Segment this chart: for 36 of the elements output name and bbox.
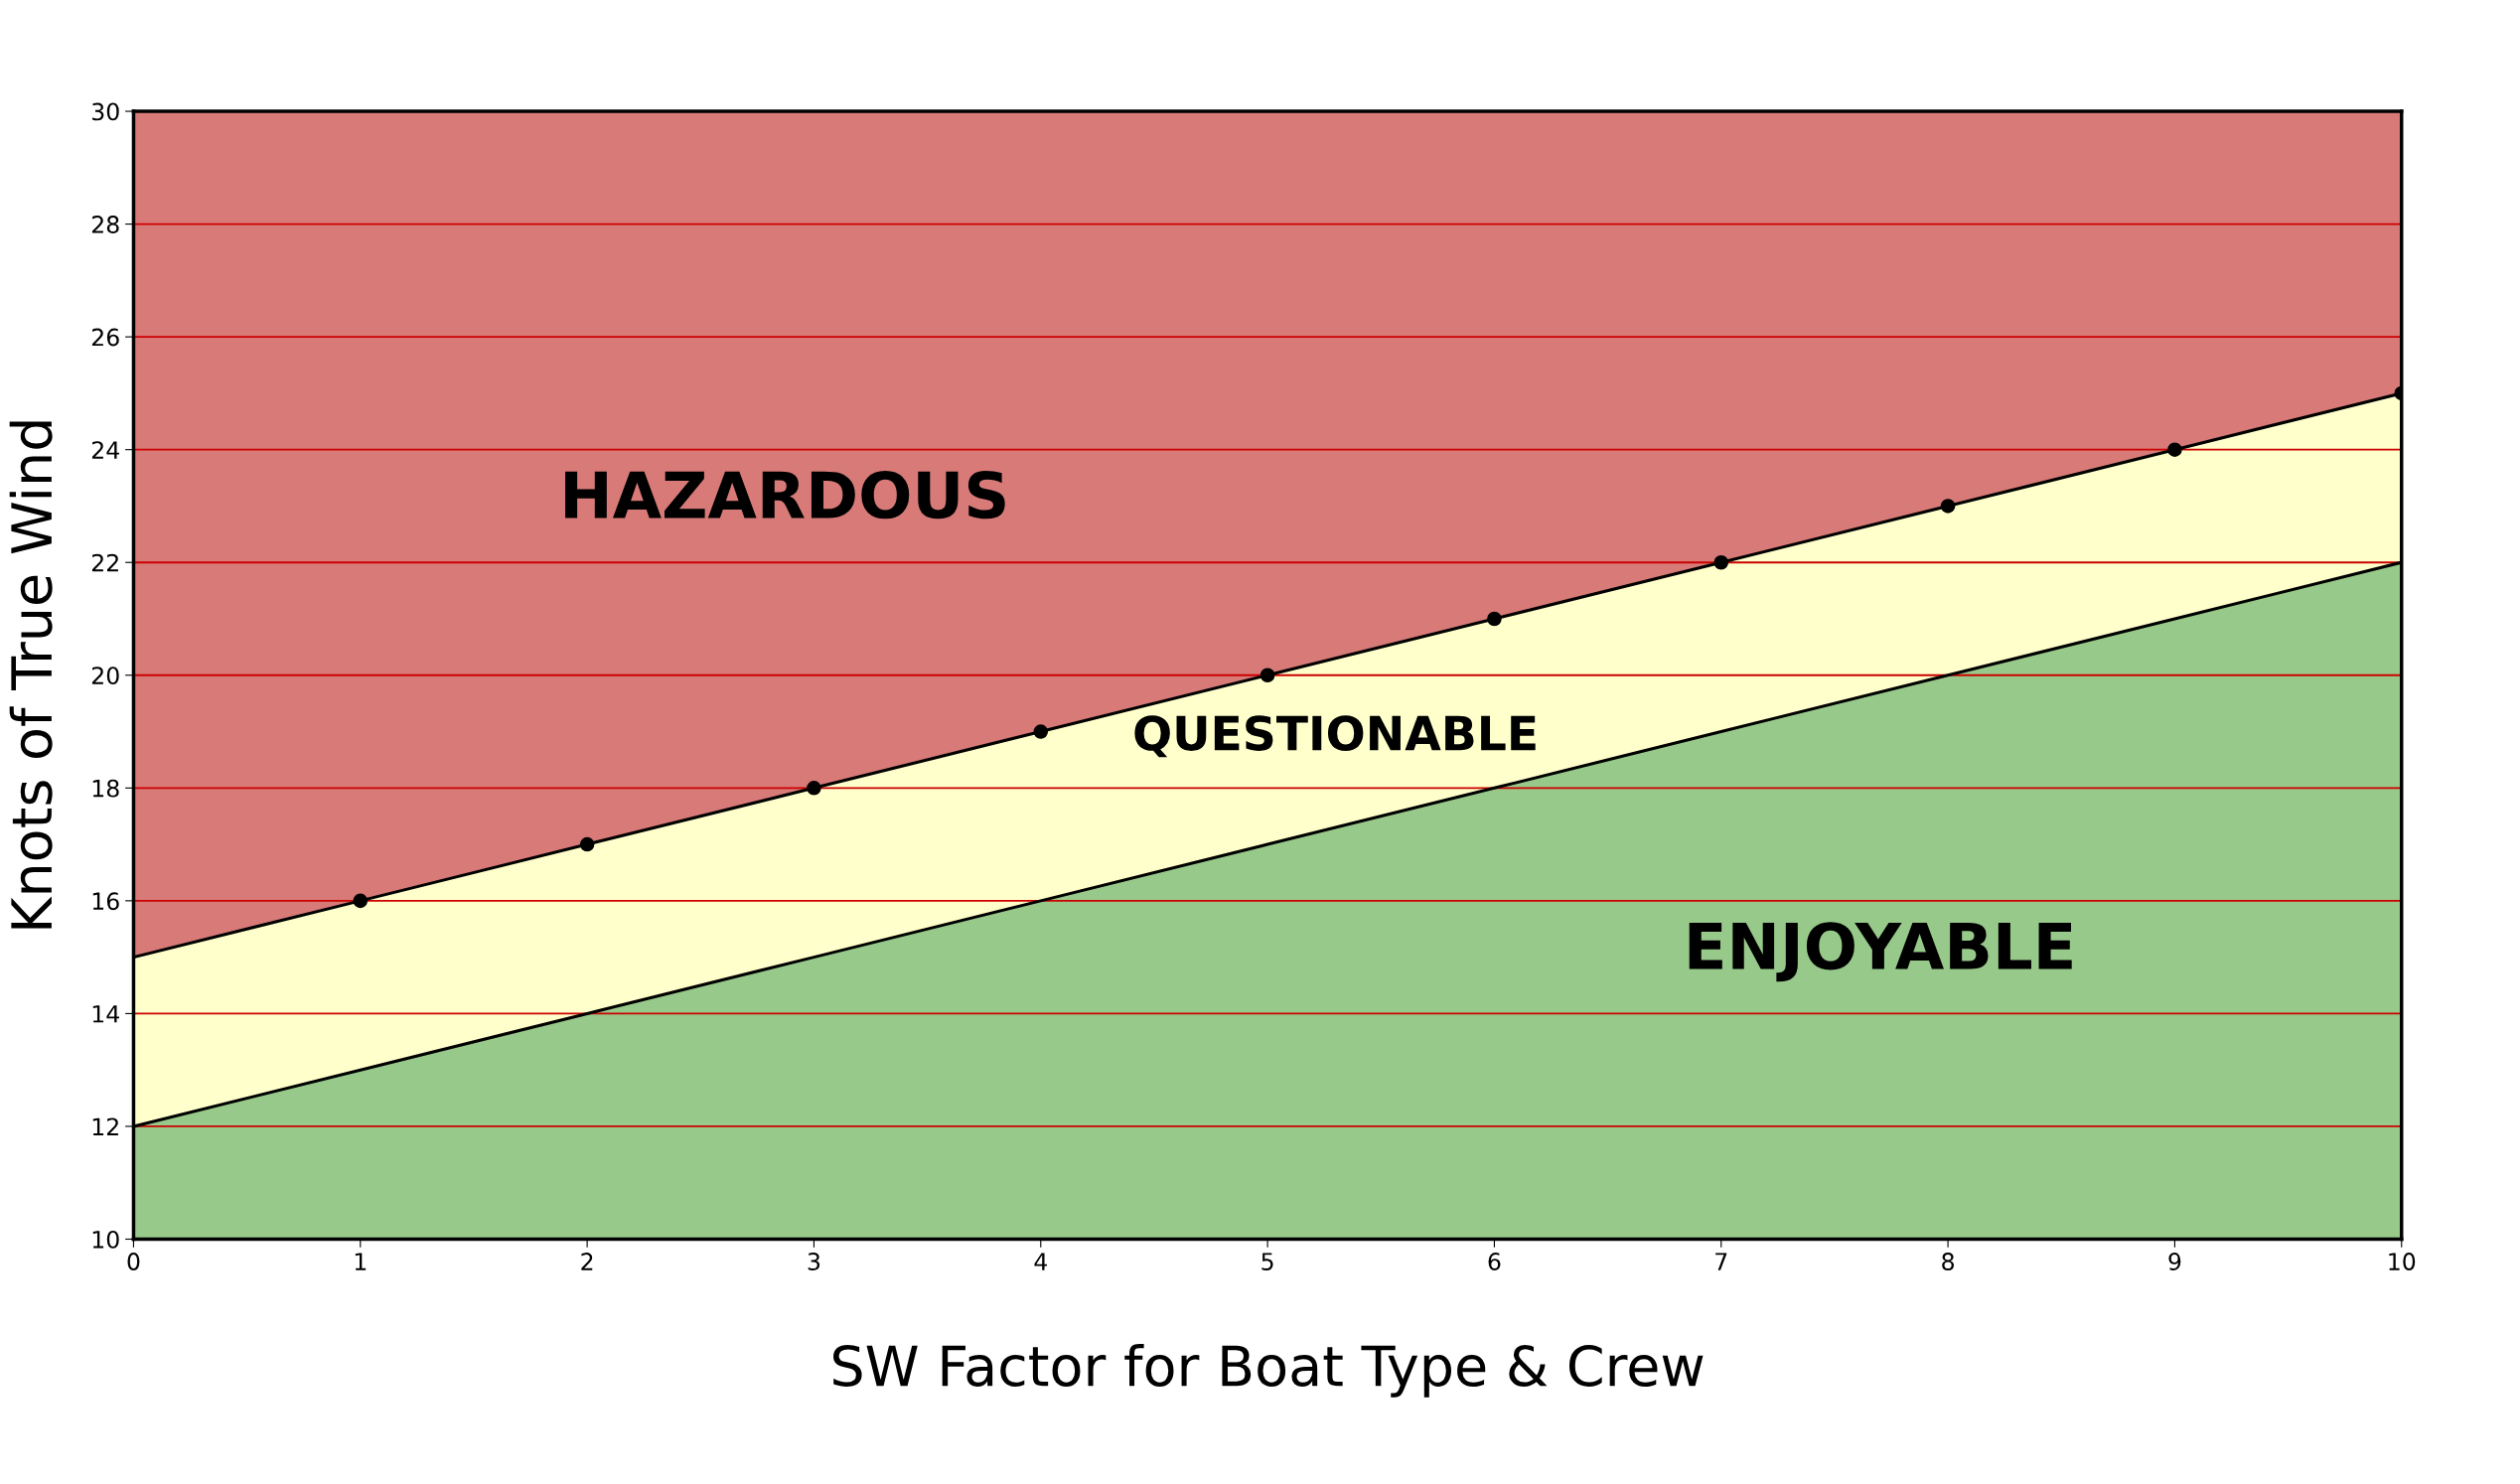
y-tick-label: 22 [91, 553, 118, 572]
x-tick-label: 9 [2168, 1253, 2181, 1270]
point [1940, 499, 1956, 514]
x-tick-label: 3 [808, 1253, 820, 1270]
point [807, 781, 821, 796]
point [2167, 442, 2182, 457]
x-tick-label: 0 [127, 1253, 140, 1270]
y-tick-label: 10 [92, 1230, 119, 1249]
y-tick-label: 16 [92, 892, 119, 911]
y-tick-label: 14 [92, 1005, 119, 1023]
x-tick-label: 6 [1488, 1253, 1501, 1270]
x-tick-label: 5 [1261, 1253, 1273, 1270]
point [1260, 668, 1275, 683]
y-tick-label: 28 [91, 216, 119, 233]
point [579, 836, 595, 852]
point [1713, 554, 1729, 570]
x-tick-label: 8 [1942, 1253, 1954, 1270]
y-tick-label: 12 [92, 1117, 118, 1135]
y-tick-label: 20 [91, 667, 119, 685]
point [353, 893, 369, 909]
y-tick-label: 18 [92, 779, 119, 798]
x-tick-label: 1 [355, 1253, 367, 1270]
x-tick-label: 4 [1034, 1253, 1047, 1270]
y-tick-label: 30 [92, 102, 119, 121]
y-tick-label: 24 [91, 441, 119, 459]
x-axis-title: SW Factor for Boat Type & Crew [833, 1343, 1704, 1398]
annotation: QUESTIONABLE [1134, 715, 1536, 758]
point [1487, 611, 1502, 627]
x-tick-label: 2 [581, 1253, 593, 1270]
x-tick-label: 7 [1715, 1253, 1727, 1270]
annotation: ENJOYABLE [1689, 922, 2072, 982]
x-tick-label: 10 [2389, 1253, 2416, 1270]
annotation: HAZARDOUS [565, 470, 1005, 519]
y-tick-label: 26 [91, 328, 119, 347]
y-axis-title: Knots of True Wind [9, 421, 53, 929]
point [1033, 724, 1049, 739]
